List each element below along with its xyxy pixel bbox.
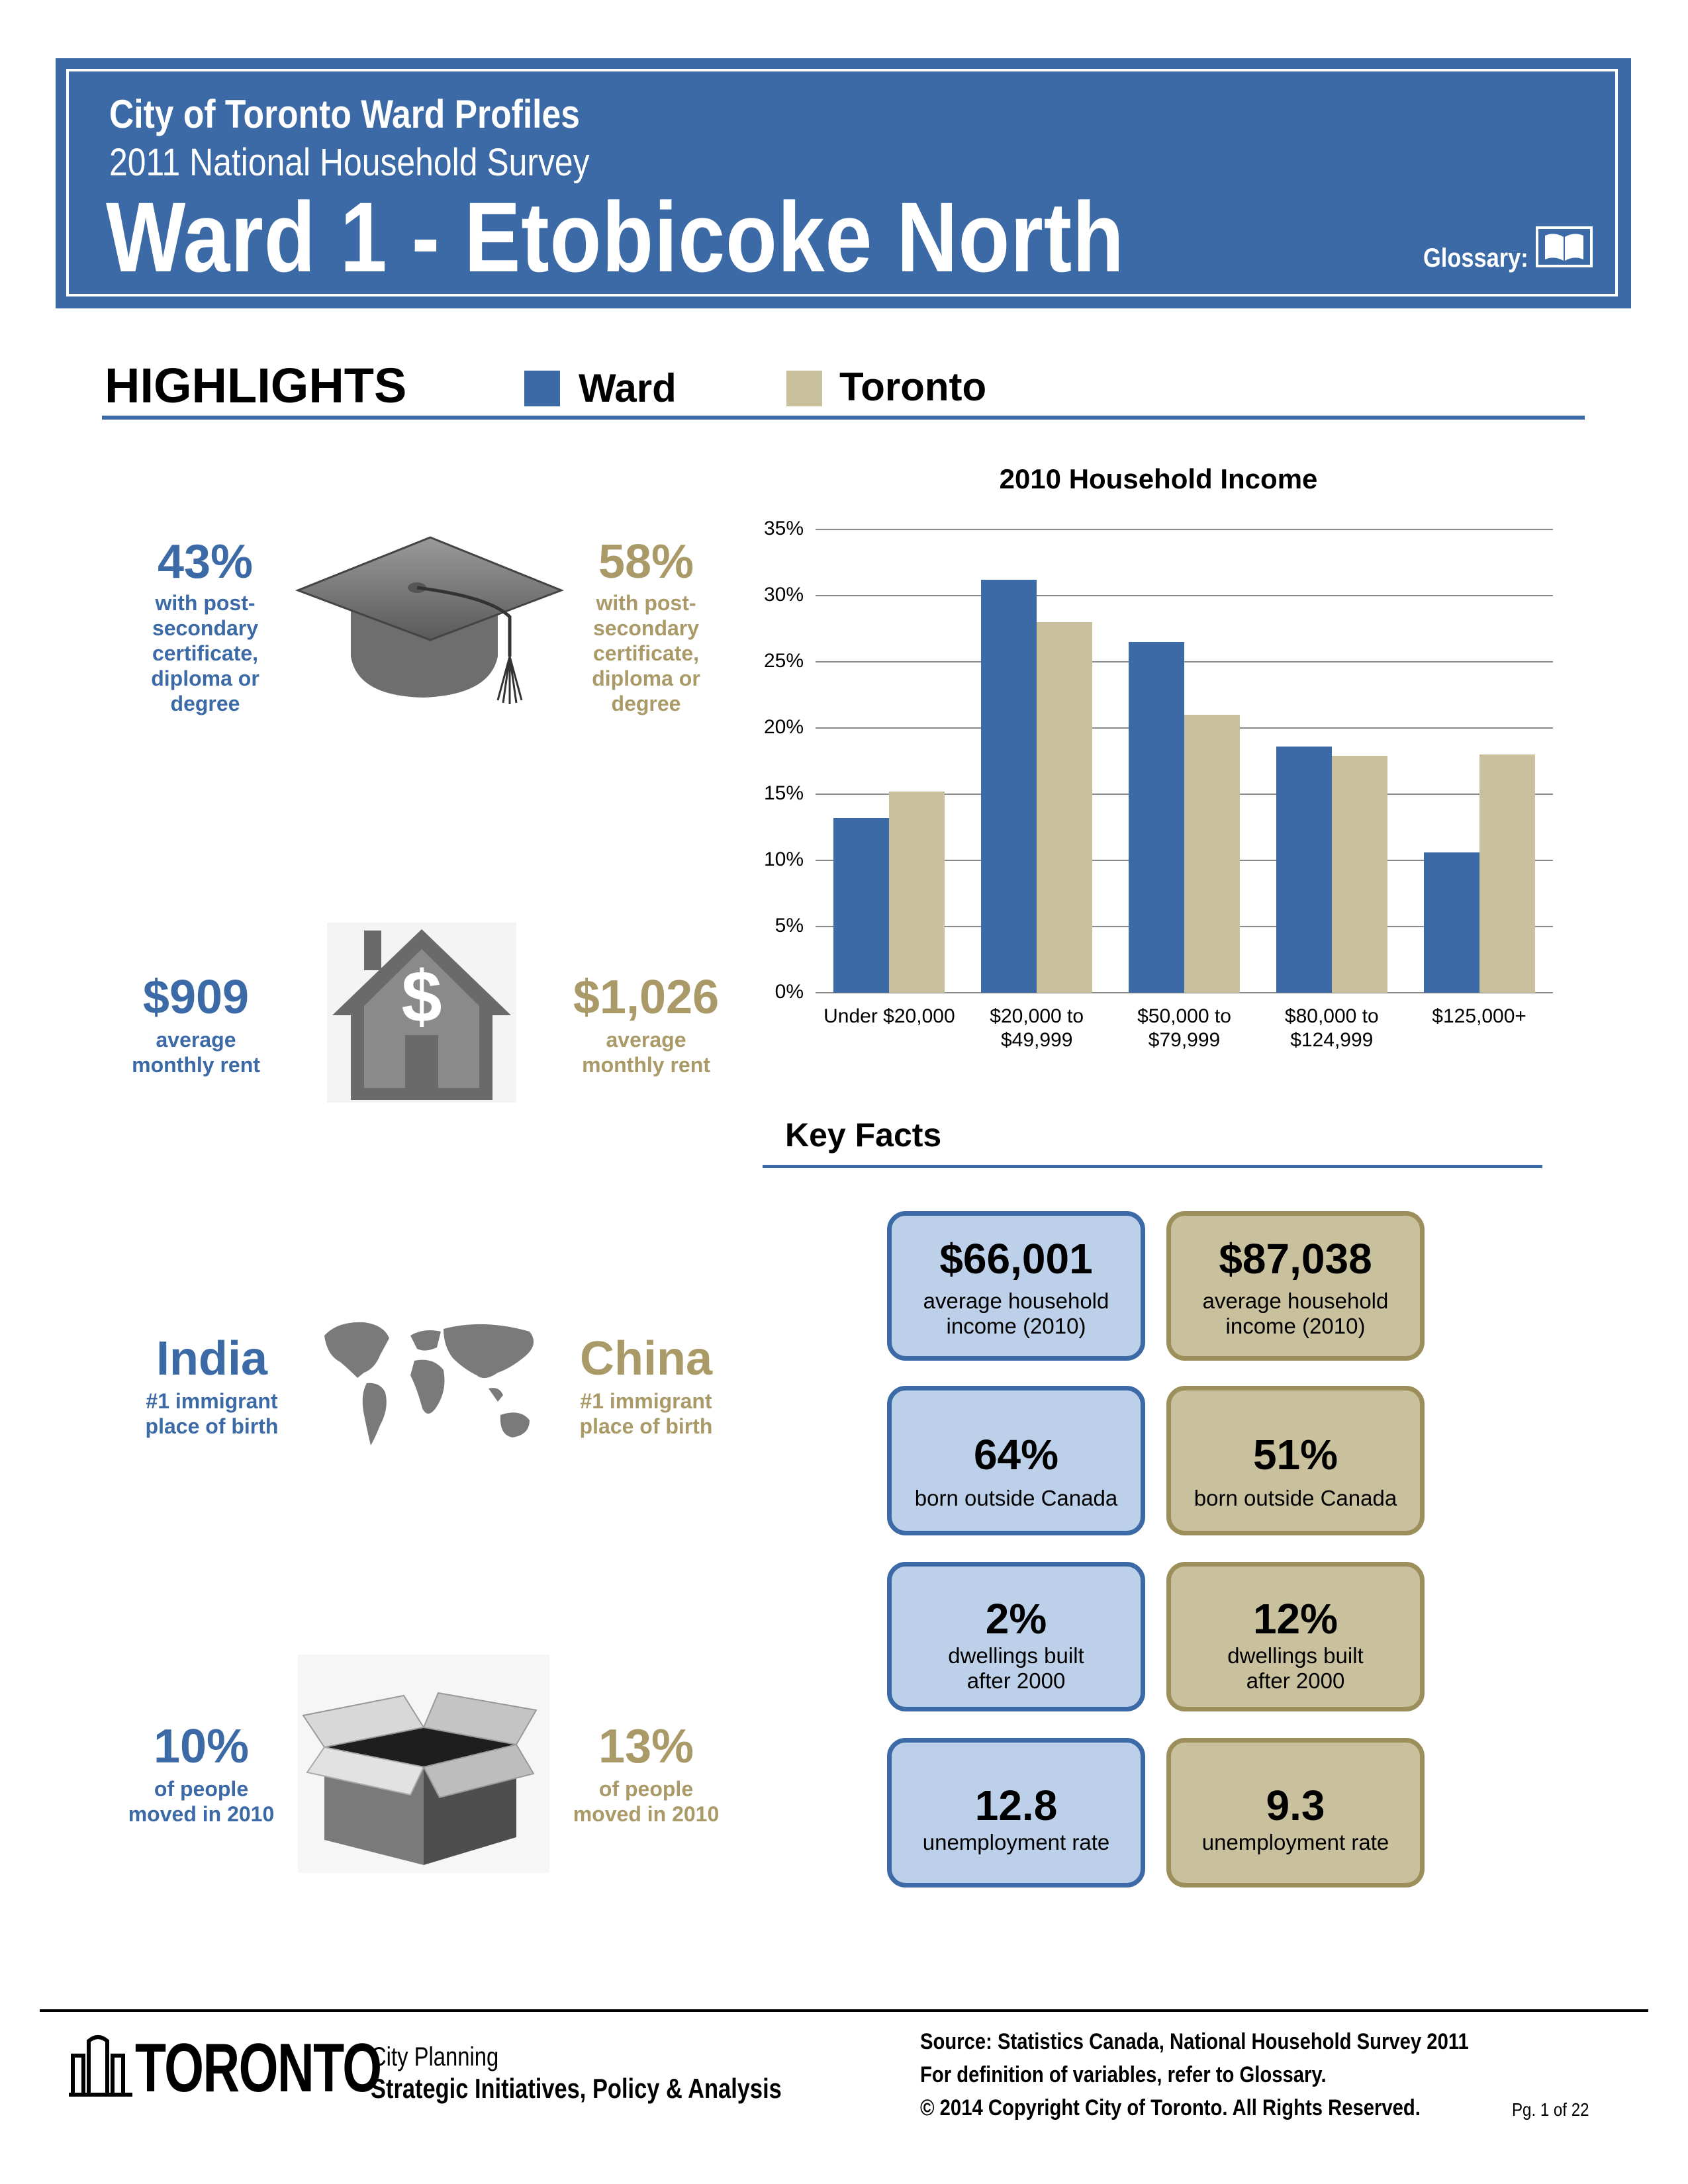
bar-ward [833, 818, 890, 993]
toronto-moved-value: 13% [598, 1720, 694, 1773]
x-tick-label: $125,000+ [1432, 1005, 1526, 1027]
footer-definition: For definition of variables, refer to Gl… [920, 2062, 1327, 2087]
book-icon[interactable] [1536, 226, 1593, 267]
highlights-rule [102, 416, 1585, 420]
svg-text:$: $ [401, 956, 442, 1038]
card-value: 12.8 [974, 1782, 1058, 1829]
card-label: dwellings built after 2000 [948, 1643, 1084, 1693]
chart-gridline [816, 992, 1553, 993]
card-value: $87,038 [1219, 1235, 1372, 1283]
y-tick-label: 5% [774, 915, 804, 936]
bar-toronto [1184, 715, 1240, 993]
header-line2: 2011 National Household Survey [109, 141, 590, 184]
toronto-income-card: $87,038 average household income (2010) [1166, 1211, 1425, 1361]
card-value: $66,001 [939, 1235, 1093, 1283]
ward-income-card: $66,001 average household income (2010) [887, 1211, 1145, 1361]
key-facts-rule [763, 1165, 1542, 1168]
ward-education-value: 43% [157, 535, 254, 588]
legend-toronto-swatch [786, 371, 822, 406]
chart-gridline [816, 529, 1553, 530]
bar-ward [1129, 642, 1184, 993]
footer-page-number: Pg. 1 of 22 [1512, 2099, 1589, 2120]
ward-education-label: with post- secondary certificate, diplom… [151, 591, 259, 715]
card-value: 12% [1252, 1595, 1338, 1643]
ward-moved-label: of people moved in 2010 [128, 1777, 275, 1826]
bar-toronto [1479, 754, 1535, 993]
legend-toronto-label: Toronto [839, 365, 987, 409]
chart-gridline [816, 595, 1553, 596]
ward-immigrant-value: India [156, 1332, 267, 1385]
ward-moved-value: 10% [153, 1720, 250, 1773]
footer-rule [40, 2009, 1648, 2012]
chart-title: 2010 Household Income [999, 463, 1318, 494]
highlights-title: HIGHLIGHTS [105, 358, 407, 413]
card-value: 51% [1252, 1431, 1338, 1479]
x-tick-label: $50,000 to $79,999 [1137, 1005, 1231, 1051]
open-box-icon [298, 1655, 549, 1876]
bar-ward [1276, 747, 1332, 993]
key-facts-title: Key Facts [785, 1116, 942, 1154]
header-frame [66, 69, 1618, 296]
y-tick-label: 35% [763, 518, 804, 539]
chart-gridline [816, 661, 1553, 662]
ward-immigrant-label: #1 immigrant place of birth [145, 1389, 279, 1438]
ward-unemployment-card: 12.8 unemployment rate [887, 1738, 1145, 1888]
bar-ward [1423, 852, 1479, 993]
footer-logo-text: TORONTO [135, 2030, 382, 2107]
ward-dwellings-card: 2% dwellings built after 2000 [887, 1562, 1145, 1711]
bar-toronto [1037, 622, 1093, 993]
toronto-immigrant-label: #1 immigrant place of birth [579, 1389, 713, 1438]
x-tick-label: Under $20,000 [823, 1005, 955, 1027]
bar-toronto [1331, 756, 1387, 993]
y-tick-label: 15% [763, 782, 804, 804]
y-tick-label: 0% [774, 981, 804, 1003]
y-tick-label: 25% [763, 650, 804, 672]
toronto-education-label: with post- secondary certificate, diplom… [592, 591, 700, 715]
bar-ward [981, 580, 1037, 993]
card-value: 64% [973, 1431, 1059, 1479]
card-label: born outside Canada [914, 1486, 1118, 1510]
footer-copyright: © 2014 Copyright City of Toronto. All Ri… [920, 2095, 1421, 2120]
toronto-dwellings-card: 12% dwellings built after 2000 [1166, 1562, 1425, 1711]
ward-rent-label: average monthly rent [132, 1028, 260, 1077]
house-dollar-icon: $ [327, 923, 516, 1106]
ward-born-outside-card: 64% born outside Canada [887, 1386, 1145, 1535]
toronto-immigrant-value: China [579, 1332, 712, 1385]
toronto-born-outside-card: 51% born outside Canada [1166, 1386, 1425, 1535]
legend-ward-label: Ward [579, 366, 677, 410]
ward-rent-value: $909 [142, 971, 250, 1024]
page-title: Ward 1 - Etobicoke North [106, 181, 1125, 293]
world-map-icon [311, 1309, 549, 1471]
toronto-rent-label: average monthly rent [582, 1028, 710, 1077]
card-label: unemployment rate [922, 1830, 1110, 1854]
y-tick-label: 10% [763, 848, 804, 870]
card-label: unemployment rate [1201, 1830, 1389, 1854]
card-value: 9.3 [1266, 1782, 1325, 1829]
legend-ward-swatch [524, 371, 560, 406]
card-label: average household income (2010) [1202, 1289, 1389, 1338]
header-line1: City of Toronto Ward Profiles [109, 92, 580, 136]
x-tick-label: $80,000 to $124,999 [1284, 1005, 1379, 1051]
y-tick-label: 20% [763, 716, 804, 738]
toronto-rent-value: $1,026 [573, 971, 720, 1024]
income-chart: 0% 5% 10% 15% 20% 25% 30% 35% Under $20,000 $20,0… [763, 518, 1553, 1051]
y-tick-label: 30% [763, 584, 804, 606]
toronto-logo-icon [69, 2029, 135, 2101]
footer-source: Source: Statistics Canada, National Hous… [920, 2029, 1469, 2054]
x-tick-label: $20,000 to $49,999 [990, 1005, 1084, 1051]
footer-dept-line2: Strategic Initiatives, Policy & Analysis [371, 2073, 782, 2104]
glossary-label[interactable]: Glossary: [1423, 244, 1528, 273]
card-label: average household income (2010) [923, 1289, 1109, 1338]
toronto-education-value: 58% [598, 535, 694, 588]
toronto-moved-label: of people moved in 2010 [573, 1777, 720, 1826]
card-label: born outside Canada [1194, 1486, 1397, 1510]
toronto-unemployment-card: 9.3 unemployment rate [1166, 1738, 1425, 1888]
header-banner [56, 58, 1631, 308]
card-value: 2% [985, 1595, 1047, 1643]
card-label: dwellings built after 2000 [1227, 1643, 1364, 1693]
graduation-cap-icon [291, 524, 569, 719]
footer-dept-line1: City Planning [371, 2042, 499, 2071]
bar-toronto [889, 792, 945, 993]
